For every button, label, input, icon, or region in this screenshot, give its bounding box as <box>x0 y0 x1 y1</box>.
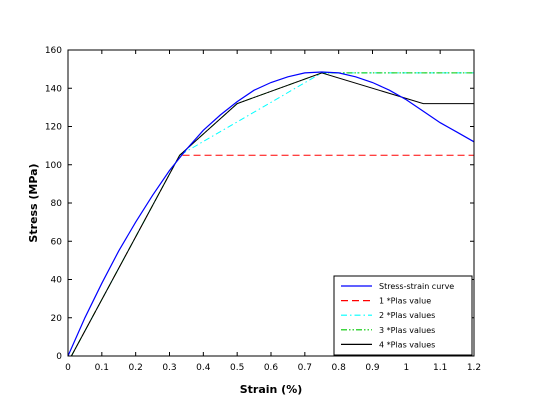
x-tick-label: 0.8 <box>332 363 347 373</box>
x-tick-label: 1.2 <box>467 363 481 373</box>
x-tick-label: 0.6 <box>264 363 279 373</box>
ticks-layer: 0 0.1 0.2 0.3 0.4 0.5 0.6 0.7 0.8 0.9 1 1.1 1.2 0 20 40… <box>45 46 481 373</box>
x-tick-label: 0.3 <box>162 363 176 373</box>
legend-label: 3 *Plas values <box>379 326 435 335</box>
y-tick-label: 0 <box>56 352 62 362</box>
legend-label: 4 *Plas values <box>379 340 435 349</box>
series-layer <box>67 71 475 357</box>
x-tick-label: 1.1 <box>433 363 447 373</box>
x-tick-label: 1 <box>403 363 409 373</box>
x-tick-label: 0.5 <box>230 363 244 373</box>
x-tick-label: 0.4 <box>196 363 211 373</box>
y-tick-label: 60 <box>51 237 63 247</box>
series-line-4 <box>70 72 474 357</box>
y-tick-label: 20 <box>51 314 63 324</box>
series-line-2 <box>70 72 474 357</box>
legend-label: 1 *Plas value <box>379 297 431 306</box>
x-tick-label: 0.1 <box>95 363 109 373</box>
x-tick-label: 0 <box>65 363 71 373</box>
y-tick-label: 140 <box>45 84 62 94</box>
y-tick-label: 40 <box>51 276 63 286</box>
series-line-0 <box>67 71 475 357</box>
legend-label: Stress-strain curve <box>379 282 454 291</box>
x-tick-label: 0.7 <box>298 363 312 373</box>
y-tick-label: 80 <box>51 199 63 209</box>
x-axis-title: Strain (%) <box>240 383 303 396</box>
y-tick-label: 120 <box>45 123 62 133</box>
x-tick-label: 0.2 <box>129 363 143 373</box>
y-tick-label: 160 <box>45 46 62 56</box>
legend: Stress-strain curve 1 *Plas value 2 *Plas … <box>333 275 473 356</box>
y-tick-label: 100 <box>45 161 62 171</box>
y-axis-title: Stress (MPa) <box>27 163 40 242</box>
series-line-1 <box>70 154 474 357</box>
x-tick-label: 0.9 <box>365 363 380 373</box>
legend-label: 2 *Plas values <box>379 311 435 320</box>
